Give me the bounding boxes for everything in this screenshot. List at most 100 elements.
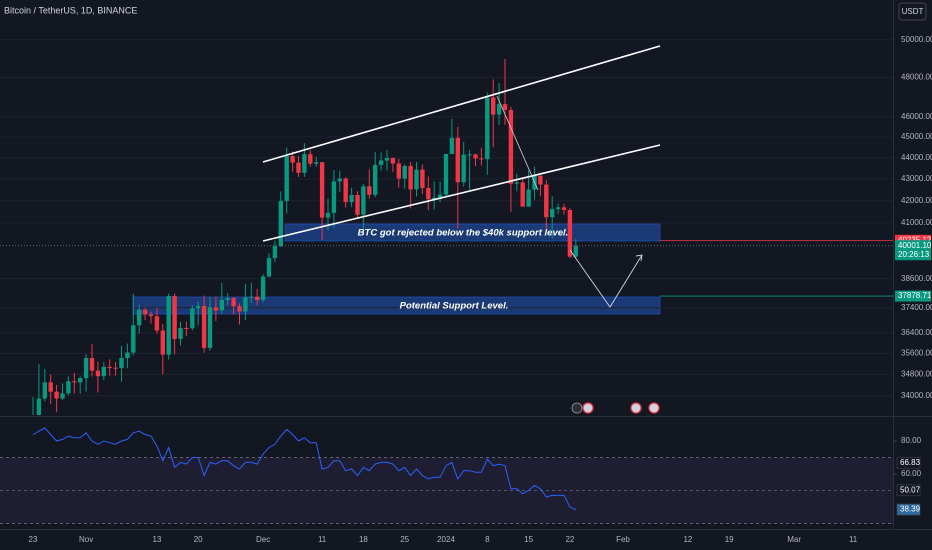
candle-body [373, 164, 378, 195]
candle-body [125, 352, 130, 359]
y-tick-label: 37400.00 [901, 303, 932, 312]
price-countdown: 20:26:13 [898, 250, 930, 259]
candle-body [319, 162, 325, 218]
candle-body [508, 109, 514, 184]
candle-body [325, 212, 331, 218]
x-tick-label: 19 [725, 535, 734, 544]
event-icon[interactable] [630, 402, 642, 414]
candle-body [314, 162, 319, 164]
currency-button[interactable] [898, 2, 927, 21]
candle-body [119, 358, 124, 368]
candle-body [426, 188, 431, 200]
candle-body [455, 137, 460, 183]
candle-body [502, 104, 508, 110]
y-tick-label: 43000.00 [901, 174, 932, 183]
candle-body [137, 309, 142, 326]
x-tick-label: 20 [194, 535, 203, 544]
candle-body [154, 316, 160, 331]
y-tick-label: 35600.00 [901, 348, 932, 357]
candle-body [520, 182, 525, 207]
candle-body [361, 186, 366, 215]
candle-body [201, 306, 207, 348]
candle-body [449, 137, 455, 154]
move-line [496, 95, 539, 191]
y-tick-label: 46000.00 [901, 112, 932, 121]
candle-body [408, 165, 413, 190]
candle-body [231, 297, 236, 307]
rejection-box [284, 223, 661, 242]
x-tick-label: 11 [318, 535, 327, 544]
candle-body [544, 184, 549, 218]
event-icon[interactable] [571, 402, 583, 414]
candle-body [113, 367, 118, 369]
channel-upper [262, 45, 661, 163]
candle-body [384, 157, 390, 161]
x-tick-label: Feb [616, 535, 630, 544]
candle-body [567, 209, 573, 257]
x-tick-label: 12 [683, 535, 692, 544]
candle-body [337, 178, 342, 182]
x-tick-label: 23 [29, 535, 38, 544]
y-tick-label: 36400.00 [901, 328, 932, 337]
candle-body [266, 258, 272, 277]
candle-body [420, 169, 425, 189]
candle-body [83, 358, 89, 379]
candle-body [550, 209, 555, 218]
x-tick-label: 22 [565, 535, 574, 544]
price-tag-label: 37878.71 [898, 291, 932, 300]
rsi-tag-label: 50.07 [900, 485, 921, 494]
event-icon[interactable] [582, 402, 594, 414]
candle-body [36, 398, 42, 415]
chart-title: Bitcoin / TetherUS, 1D, BINANCE [4, 5, 137, 15]
candle-body [60, 393, 65, 399]
candle-body [467, 154, 472, 156]
rsi-pane [0, 427, 893, 524]
candle-body [514, 182, 519, 184]
candle-body [148, 314, 154, 317]
x-tick-label: 13 [152, 535, 161, 544]
candle-body [308, 154, 313, 164]
candle-body [107, 366, 112, 368]
candle-body [255, 296, 260, 300]
candle-body [343, 178, 348, 203]
candle-body [561, 207, 567, 210]
candle-body [396, 163, 401, 179]
y-tick-label: 44000.00 [901, 153, 932, 162]
candle-body [526, 189, 531, 207]
rsi-tag [896, 456, 921, 469]
rsi-tag [896, 503, 921, 516]
price-tag [895, 240, 931, 261]
candle-body [437, 194, 443, 198]
candle-body [538, 175, 543, 185]
candle-body [190, 308, 195, 329]
candle-body [290, 156, 295, 163]
y-tick-label: 50000.00 [901, 35, 932, 44]
candle-body [101, 366, 106, 377]
candle-body [160, 330, 165, 355]
candle-body [172, 296, 177, 339]
y-tick-label: 48000.00 [901, 73, 932, 82]
candle-body [390, 157, 396, 164]
candle-body [473, 154, 478, 159]
rsi-tag-label: 66.83 [900, 458, 921, 467]
price-tag-label: 40001.10 [898, 241, 932, 250]
candle-body [402, 165, 407, 179]
candle-body [260, 276, 266, 300]
candle-body [184, 328, 189, 330]
currency-label[interactable]: USDT [902, 7, 924, 16]
event-icon[interactable] [648, 402, 660, 414]
candle-body [178, 328, 183, 339]
candle-body [213, 307, 219, 311]
x-tick-label: 11 [849, 535, 858, 544]
candle-body [479, 158, 484, 160]
candle-body [196, 306, 201, 309]
candle-body [349, 195, 354, 203]
price-pane [0, 39, 893, 415]
candle-body [78, 378, 83, 383]
candle-body [142, 309, 148, 315]
candle-body [166, 296, 171, 355]
price-tag-label: 40235.12 [898, 235, 932, 244]
drawings: BTC got rejected below the $40k support … [262, 45, 661, 312]
